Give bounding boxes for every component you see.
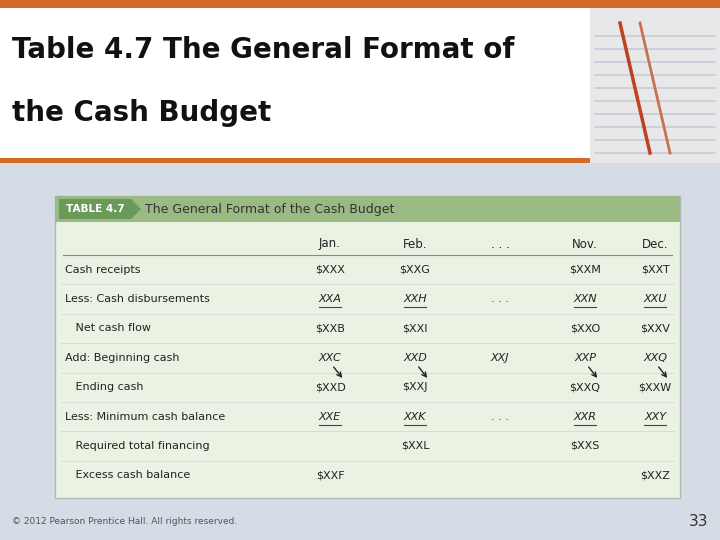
Text: XXP: XXP bbox=[574, 353, 596, 363]
Text: The General Format of the Cash Budget: The General Format of the Cash Budget bbox=[145, 202, 395, 215]
Text: Net cash flow: Net cash flow bbox=[65, 323, 151, 333]
Text: $XXM: $XXM bbox=[569, 265, 601, 275]
Text: . . .: . . . bbox=[491, 411, 509, 422]
Text: $XXB: $XXB bbox=[315, 323, 345, 333]
Text: XXA: XXA bbox=[318, 294, 341, 304]
Text: $XXL: $XXL bbox=[401, 441, 429, 451]
Text: XXU: XXU bbox=[643, 294, 667, 304]
Bar bbox=[0, 8, 720, 163]
Text: $XXW: $XXW bbox=[639, 382, 672, 392]
Text: $XXD: $XXD bbox=[315, 382, 346, 392]
Text: $XXZ: $XXZ bbox=[640, 470, 670, 480]
Text: Required total financing: Required total financing bbox=[65, 441, 210, 451]
Text: $XXV: $XXV bbox=[640, 323, 670, 333]
Text: XXN: XXN bbox=[573, 294, 597, 304]
Bar bbox=[0, 0, 720, 8]
Text: $XXX: $XXX bbox=[315, 265, 345, 275]
Text: the Cash Budget: the Cash Budget bbox=[12, 99, 271, 127]
Bar bbox=[0, 158, 720, 163]
Text: Add: Beginning cash: Add: Beginning cash bbox=[65, 353, 179, 363]
Text: XXY: XXY bbox=[644, 411, 666, 422]
Bar bbox=[59, 199, 131, 219]
Text: XXR: XXR bbox=[574, 411, 596, 422]
Text: Less: Minimum cash balance: Less: Minimum cash balance bbox=[65, 411, 225, 422]
Text: $XXQ: $XXQ bbox=[570, 382, 600, 392]
Text: $XXF: $XXF bbox=[315, 470, 344, 480]
Bar bbox=[55, 196, 680, 222]
Text: Table 4.7 The General Format of: Table 4.7 The General Format of bbox=[12, 36, 515, 64]
Bar bbox=[55, 196, 680, 498]
Text: XXK: XXK bbox=[404, 411, 426, 422]
Text: Excess cash balance: Excess cash balance bbox=[65, 470, 190, 480]
Text: . . .: . . . bbox=[491, 294, 509, 304]
Text: Cash receipts: Cash receipts bbox=[65, 265, 140, 275]
Text: . . .: . . . bbox=[490, 238, 509, 251]
Text: XXQ: XXQ bbox=[643, 353, 667, 363]
Bar bbox=[590, 8, 720, 163]
Text: XXJ: XXJ bbox=[491, 353, 509, 363]
Text: $XXS: $XXS bbox=[570, 441, 600, 451]
Text: XXD: XXD bbox=[403, 353, 427, 363]
Text: Dec.: Dec. bbox=[642, 238, 668, 251]
Text: © 2012 Pearson Prentice Hall. All rights reserved.: © 2012 Pearson Prentice Hall. All rights… bbox=[12, 517, 238, 526]
Polygon shape bbox=[131, 199, 141, 219]
Text: $XXG: $XXG bbox=[400, 265, 431, 275]
Text: Less: Cash disbursements: Less: Cash disbursements bbox=[65, 294, 210, 304]
Text: $XXI: $XXI bbox=[402, 323, 428, 333]
Text: Feb.: Feb. bbox=[402, 238, 427, 251]
Text: XXE: XXE bbox=[319, 411, 341, 422]
Text: TABLE 4.7: TABLE 4.7 bbox=[66, 204, 125, 214]
Text: 33: 33 bbox=[688, 515, 708, 530]
Text: XXH: XXH bbox=[403, 294, 427, 304]
Text: $XXJ: $XXJ bbox=[402, 382, 428, 392]
Text: Ending cash: Ending cash bbox=[65, 382, 143, 392]
Text: XXC: XXC bbox=[319, 353, 341, 363]
Text: $XXO: $XXO bbox=[570, 323, 600, 333]
Text: $XXT: $XXT bbox=[641, 265, 670, 275]
Text: Nov.: Nov. bbox=[572, 238, 598, 251]
Text: Jan.: Jan. bbox=[319, 238, 341, 251]
